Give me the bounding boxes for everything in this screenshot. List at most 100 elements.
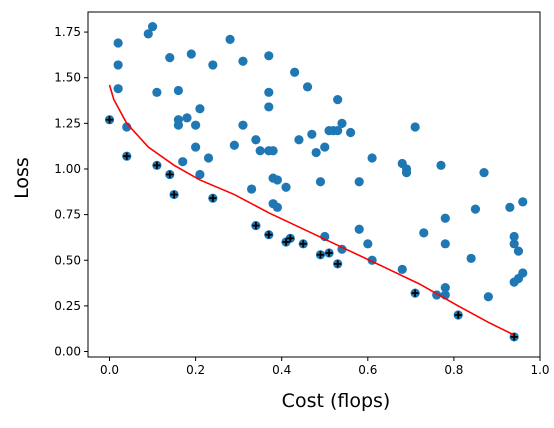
sample-point (225, 34, 235, 44)
sample-point (436, 160, 446, 170)
sample-point (440, 239, 450, 249)
sample-point (302, 82, 313, 92)
sample-point (281, 182, 291, 192)
sample-point (165, 53, 175, 63)
pareto-marker (282, 238, 290, 246)
pareto-marker (286, 234, 294, 242)
pareto-marker (325, 249, 333, 257)
sample-point (238, 120, 248, 130)
sample-point (345, 127, 356, 138)
pareto-marker (209, 194, 217, 202)
sample-point (264, 102, 274, 112)
pareto-marker (411, 289, 419, 297)
pareto-marker (170, 190, 178, 199)
sample-point (466, 253, 476, 264)
pareto-marker (316, 251, 325, 259)
sample-point (440, 213, 450, 223)
sample-point (290, 67, 300, 77)
x-tick-label: 0.4 (272, 363, 291, 377)
sample-point (272, 175, 283, 185)
sample-point (410, 122, 420, 132)
pareto-marker (123, 152, 131, 160)
sample-point (513, 246, 524, 256)
sample-point (333, 95, 343, 105)
sample-point (113, 60, 123, 70)
sample-point (173, 85, 183, 96)
plot-frame (87, 11, 541, 358)
sample-point (203, 153, 214, 163)
sample-point (483, 292, 493, 302)
x-tick-label: 0.8 (444, 363, 463, 377)
frontier-line (108, 84, 515, 336)
sample-point (246, 184, 257, 194)
sample-point (401, 168, 412, 178)
pareto-marker (166, 170, 174, 179)
sample-point (470, 204, 481, 214)
sample-point (152, 87, 162, 97)
sample-point (518, 197, 528, 207)
pareto-marker (252, 221, 260, 230)
sample-point (178, 157, 188, 167)
pareto-marker (454, 311, 462, 319)
sample-point (337, 118, 347, 128)
sample-point (229, 140, 239, 150)
sample-point (307, 129, 317, 139)
pareto-marker (299, 240, 307, 248)
x-tick-label: 0.2 (186, 363, 205, 377)
sample-point (315, 177, 326, 187)
y-tick-label: 1.25 (54, 116, 81, 130)
sample-point (311, 147, 321, 158)
sample-point (191, 120, 201, 130)
y-tick-label: 0.25 (54, 299, 81, 313)
sample-point (354, 224, 364, 234)
sample-point (182, 113, 192, 123)
sample-point (419, 228, 429, 238)
sample-point (479, 168, 489, 178)
sample-point (208, 60, 218, 70)
y-tick-label: 0.75 (54, 208, 81, 222)
sample-point (440, 283, 450, 293)
sample-point (367, 153, 377, 163)
sample-point (186, 49, 196, 59)
x-tick-label: 0.0 (100, 363, 119, 377)
sample-point (363, 239, 373, 249)
y-axis-title: Loss (11, 157, 33, 199)
sample-point (113, 38, 123, 48)
sample-point (195, 104, 205, 114)
sample-point (264, 51, 274, 61)
sample-point (143, 29, 153, 39)
sample-point (505, 202, 515, 212)
pareto-marker (105, 116, 114, 124)
sample-point (255, 146, 265, 156)
sample-point (320, 142, 330, 152)
sample-point (268, 146, 278, 156)
plot-area: 0.0 0.2 0.4 0.6 0.8 1.0 0.00 0.25 0.50 0.75 1.00 1.… (54, 11, 550, 377)
y-tick-label: 1.00 (54, 162, 81, 176)
sample-point (294, 135, 304, 145)
sample-point (509, 277, 519, 287)
sample-point (264, 87, 274, 97)
pareto-marker (510, 333, 518, 341)
sample-point (147, 22, 158, 32)
pareto-marker (265, 231, 273, 239)
sample-point (195, 169, 205, 180)
pareto-marker (153, 161, 161, 169)
sample-point (509, 239, 519, 249)
sample-point (333, 126, 343, 136)
sample-point (251, 135, 261, 145)
sample-point (238, 56, 248, 66)
y-tick-label: 0.00 (54, 345, 81, 359)
sample-point (113, 84, 123, 94)
x-tick-label: 0.6 (358, 363, 377, 377)
sample-point (173, 120, 183, 130)
y-tick-label: 0.50 (54, 253, 81, 267)
x-tick-label: 1.0 (530, 363, 549, 377)
sample-point (518, 268, 528, 278)
sample-point (191, 142, 201, 152)
sample-point (397, 264, 407, 274)
sample-point (354, 177, 364, 187)
sample-point (509, 231, 519, 242)
sample-point (272, 202, 283, 212)
pareto-marker (334, 260, 342, 268)
